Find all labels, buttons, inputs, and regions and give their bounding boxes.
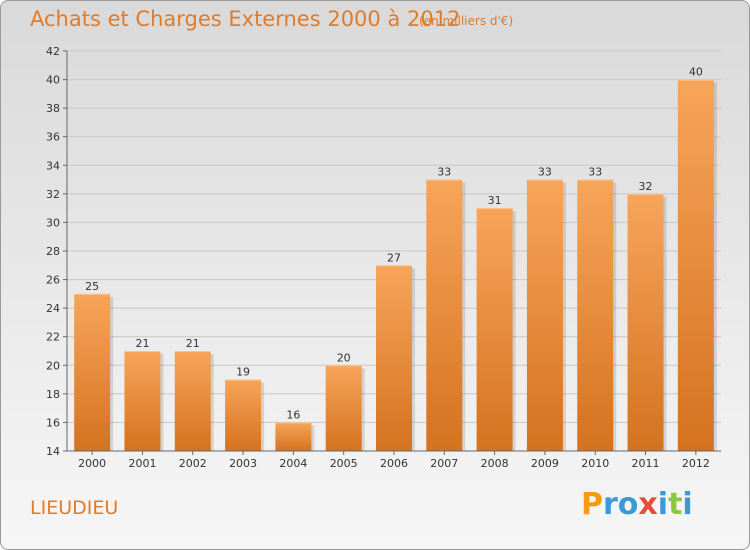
- y-tick-label: 30: [46, 216, 60, 229]
- chart-title: Achats et Charges Externes 2000 à 2012: [30, 7, 461, 31]
- y-tick-label: 24: [46, 302, 60, 315]
- bar: [275, 422, 312, 451]
- y-tick-label: 42: [46, 45, 60, 58]
- x-tick-label: 2011: [632, 457, 660, 470]
- x-tick-label: 2000: [78, 457, 106, 470]
- y-tick-label: 28: [46, 245, 60, 258]
- logo-letter: o: [617, 487, 639, 522]
- x-tick-label: 2007: [430, 457, 458, 470]
- data-label: 19: [236, 366, 250, 379]
- bar: [476, 208, 513, 451]
- data-label: 33: [538, 166, 552, 179]
- bars: [74, 79, 717, 452]
- x-tick-label: 2009: [531, 457, 559, 470]
- data-label: 21: [186, 337, 200, 350]
- logo-letter: P: [581, 487, 603, 522]
- y-tick-label: 36: [46, 131, 60, 144]
- bar: [124, 351, 161, 451]
- y-tick-label: 16: [46, 416, 60, 429]
- y-tick-label: 18: [46, 388, 60, 401]
- data-label: 40: [689, 66, 703, 79]
- logo-letter: i: [657, 487, 669, 522]
- y-tick-label: 20: [46, 359, 60, 372]
- y-tick-label: 22: [46, 331, 60, 344]
- x-tick-label: 2010: [581, 457, 609, 470]
- bar: [677, 79, 714, 452]
- y-tick-label: 40: [46, 74, 60, 87]
- bar: [376, 265, 412, 451]
- y-tick-label: 14: [46, 445, 60, 458]
- data-label: 20: [337, 351, 351, 364]
- logo-letter: r: [603, 487, 618, 522]
- bar: [426, 179, 463, 452]
- labels: 14 16 18 20 22 24 26 28 30 32 34 36 38 40 42 25 2000 21 20…: [46, 45, 710, 470]
- town-name: LIEUDIEU: [30, 497, 119, 519]
- data-label: 25: [85, 280, 99, 293]
- data-label: 21: [135, 337, 149, 350]
- bar: [325, 365, 362, 451]
- data-label: 31: [488, 194, 502, 207]
- x-tick-label: 2004: [279, 457, 307, 470]
- axes: [63, 50, 721, 455]
- bar: [627, 193, 664, 451]
- data-label: 33: [588, 166, 602, 179]
- logo-letter: t: [668, 487, 683, 522]
- bar: [74, 293, 111, 451]
- data-label: 33: [437, 166, 451, 179]
- bar: [174, 351, 211, 451]
- data-label: 16: [286, 408, 300, 421]
- logo-letter: i: [682, 487, 693, 522]
- x-tick-label: 2012: [682, 457, 710, 470]
- y-tick-label: 26: [46, 274, 60, 287]
- x-tick-label: 2008: [481, 457, 509, 470]
- x-tick-label: 2002: [179, 457, 207, 470]
- x-tick-label: 2005: [330, 457, 358, 470]
- proxiti-logo: Proxiti: [581, 487, 693, 522]
- logo-letter: x: [638, 487, 658, 522]
- y-tick-label: 32: [46, 188, 60, 201]
- bar: [526, 179, 563, 452]
- bar: [577, 179, 614, 452]
- y-tick-label: 34: [46, 159, 60, 172]
- x-tick-label: 2006: [380, 457, 408, 470]
- data-label: 27: [387, 251, 401, 264]
- data-label: 32: [639, 180, 653, 193]
- chart-subtitle: (en milliers d'€): [419, 14, 514, 28]
- x-tick-label: 2001: [128, 457, 156, 470]
- bar: [225, 379, 262, 451]
- y-tick-label: 38: [46, 102, 60, 115]
- x-tick-label: 2003: [229, 457, 257, 470]
